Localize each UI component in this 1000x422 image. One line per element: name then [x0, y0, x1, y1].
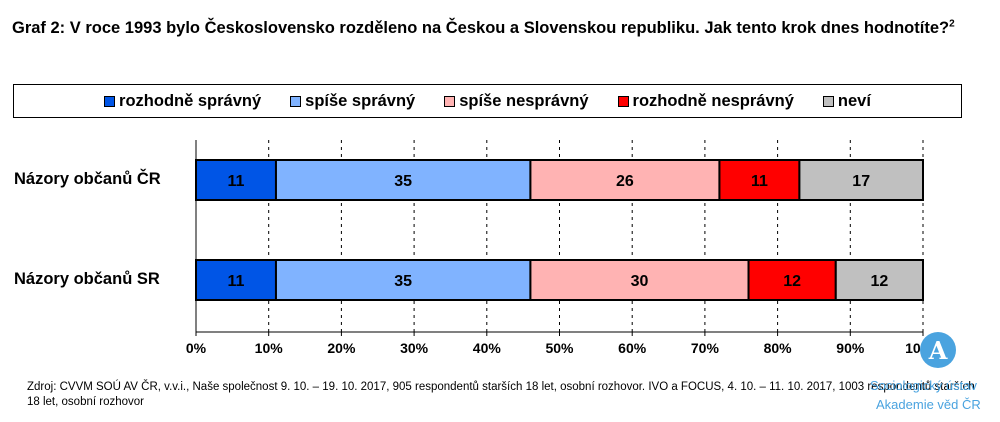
data-label: 12	[870, 273, 888, 290]
legend-swatch	[617, 95, 629, 107]
stacked-bar-chart: 0%10%20%30%40%50%60%70%80%90%100%1135261…	[186, 140, 941, 356]
legend-swatch	[290, 95, 302, 107]
logo-text-line1: Sociologický ústav	[870, 378, 977, 393]
source-note: Zdroj: CVVM SOÚ AV ČR, v.v.i., Naše spol…	[27, 381, 975, 408]
legend-label: neví	[837, 91, 871, 110]
bar-segment	[529, 159, 721, 201]
legend-swatch	[444, 95, 456, 107]
bar-segment	[529, 259, 750, 301]
data-label: 17	[852, 173, 870, 190]
logo-emblem-icon: A	[920, 332, 956, 368]
institute-logo: A Sociologický ústav Akademie věd ČR	[860, 330, 990, 420]
legend-item-nevi: neví	[822, 91, 871, 111]
legend-label: rozhodně správný	[119, 91, 262, 110]
legend-item-rozhodne-spravny: rozhodně správný	[104, 92, 261, 111]
x-tick-label: 50%	[545, 340, 574, 356]
legend: rozhodně správný spíše správný spíše nes…	[13, 84, 962, 118]
row-label-cr: Názory občanů ČR	[14, 170, 161, 188]
data-label: 30	[631, 273, 649, 290]
x-tick-label: 20%	[327, 340, 356, 356]
data-label: 35	[394, 173, 412, 190]
bar-segment	[834, 259, 925, 301]
data-label: 26	[616, 173, 634, 190]
x-tick-label: 70%	[691, 340, 720, 356]
title-footnote: 2	[949, 18, 955, 30]
x-tick-label: 0%	[186, 340, 207, 356]
logo-text-line2: Akademie věd ČR	[876, 397, 981, 412]
legend-item-spise-nespravny: spíše nesprávný	[444, 91, 589, 111]
data-label: 11	[228, 173, 245, 190]
x-tick-label: 10%	[255, 340, 284, 356]
row-label-sr: Názory občanů SR	[14, 270, 160, 288]
data-label: 12	[783, 273, 801, 290]
bar-segment	[195, 159, 277, 201]
legend-swatch	[104, 95, 116, 107]
legend-label: spíše správný	[305, 91, 416, 110]
legend-item-spise-spravny: spíše správný	[290, 92, 415, 111]
x-tick-label: 90%	[836, 340, 865, 356]
bar-segment	[274, 259, 532, 301]
legend-label: rozhodně nesprávný	[632, 91, 794, 110]
x-tick-label: 30%	[400, 340, 429, 356]
data-label: 11	[228, 273, 245, 290]
x-tick-label: 60%	[618, 340, 647, 356]
bar-segment	[798, 159, 924, 201]
legend-item-rozhodne-nespravny: rozhodně nesprávný	[617, 91, 794, 111]
data-label: 11	[751, 173, 768, 190]
legend-swatch	[822, 95, 834, 107]
data-label: 35	[394, 273, 412, 290]
chart-title-text: Graf 2: V roce 1993 bylo Československo …	[12, 19, 950, 37]
legend-label: spíše nesprávný	[459, 91, 589, 110]
chart-title: Graf 2: V roce 1993 bylo Československo …	[12, 18, 992, 38]
x-tick-label: 40%	[473, 340, 502, 356]
x-tick-label: 80%	[764, 340, 793, 356]
